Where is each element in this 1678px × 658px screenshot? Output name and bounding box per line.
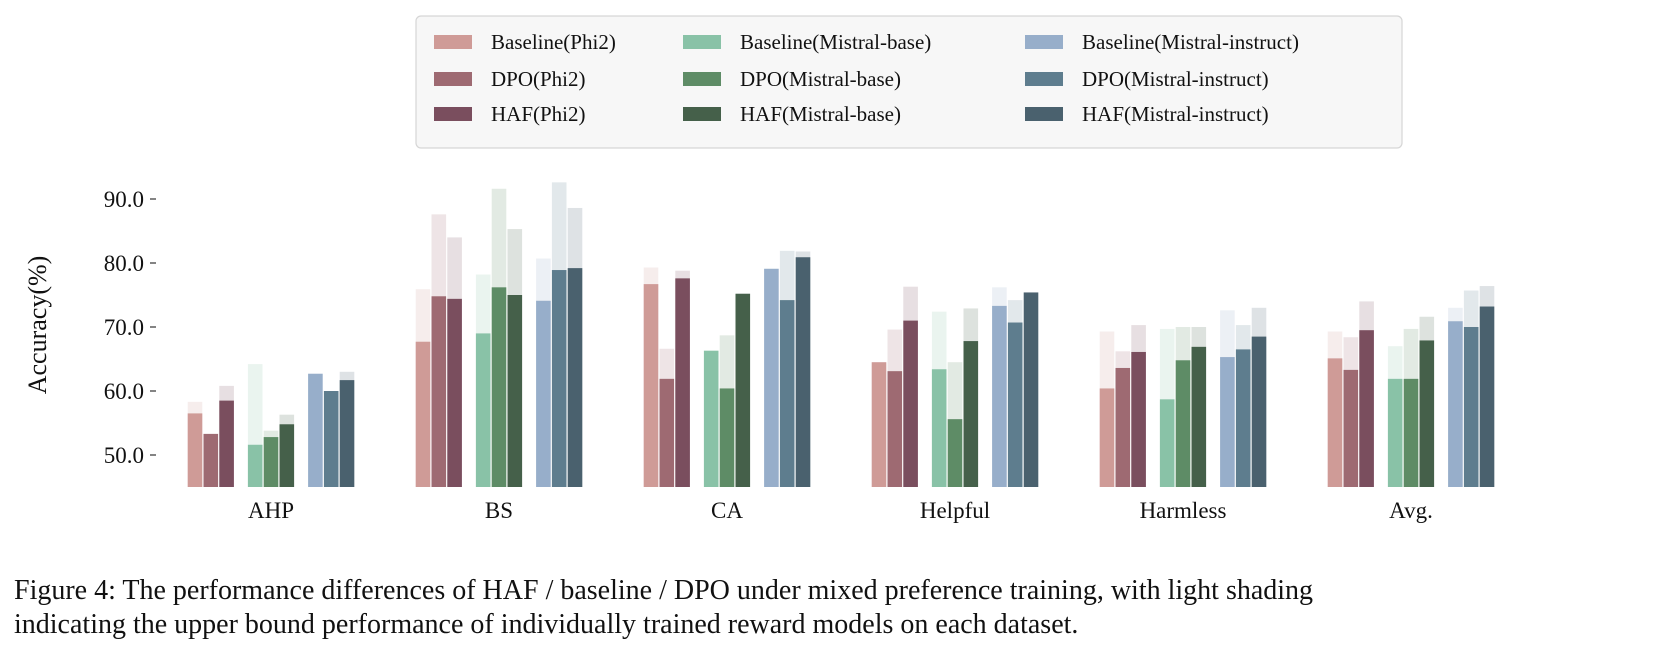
bar: [1479, 306, 1495, 487]
legend-label: Baseline(Mistral-base): [740, 30, 931, 54]
bar: [735, 293, 751, 487]
legend-label: HAF(Mistral-base): [740, 102, 901, 126]
chart-figure: Baseline(Phi2) DPO(Phi2) HAF(Phi2) Baseline…: [23, 15, 1495, 523]
bar: [871, 362, 887, 487]
y-tick-label: 70.0: [104, 315, 144, 340]
legend-label: Baseline(Mistral-instruct): [1082, 30, 1299, 54]
bar: [703, 350, 719, 487]
bar: [1220, 357, 1235, 487]
bar: [992, 305, 1007, 487]
legend-label: Baseline(Phi2): [491, 30, 616, 54]
legend-label: DPO(Phi2): [491, 67, 586, 91]
bar: [551, 270, 567, 487]
y-axis: 50.0 60.0 70.0 80.0 90.0: [104, 187, 156, 468]
x-tick-label: AHP: [248, 498, 294, 523]
bar: [1175, 360, 1191, 487]
x-tick-label: CA: [711, 498, 743, 523]
bar: [491, 287, 507, 487]
bar: [431, 296, 447, 487]
bar: [931, 369, 947, 487]
bar: [1131, 351, 1146, 487]
y-axis-title: Accuracy(%): [23, 256, 52, 395]
legend-swatch: [683, 107, 721, 121]
bar: [263, 437, 279, 487]
bar: [779, 300, 795, 487]
caption-line-1: Figure 4: The performance differences of…: [14, 575, 1314, 606]
legend-box: [415, 15, 1403, 149]
bar: [719, 388, 735, 487]
bar: [1387, 378, 1403, 487]
legend-swatch: [434, 72, 472, 86]
legend-swatch: [683, 72, 721, 86]
bar: [187, 413, 203, 487]
bar: [536, 300, 551, 487]
y-tick-label: 50.0: [104, 443, 144, 468]
bar: [203, 433, 219, 487]
bar: [887, 371, 903, 487]
bar: [247, 444, 263, 487]
legend-label: HAF(Mistral-instruct): [1082, 102, 1269, 126]
bar: [1403, 378, 1419, 487]
figure-caption: Figure 4: The performance differences of…: [14, 574, 1674, 642]
bar: [339, 380, 355, 487]
bar: [1191, 346, 1207, 487]
x-tick-label: Helpful: [920, 498, 990, 523]
legend-label: DPO(Mistral-instruct): [1082, 67, 1269, 91]
bar: [963, 341, 979, 487]
bar: [279, 424, 295, 487]
bar: [795, 257, 811, 487]
legend: Baseline(Phi2) DPO(Phi2) HAF(Phi2) Baseline…: [434, 30, 1299, 126]
legend-swatch: [1025, 35, 1063, 49]
bar: [1359, 330, 1374, 487]
bar: [947, 419, 963, 487]
caption-line-2: indicating the upper bound performance o…: [14, 609, 1079, 640]
bar: [567, 268, 583, 487]
legend-label: HAF(Phi2): [491, 102, 586, 126]
bar: [1115, 367, 1131, 487]
x-axis: AHP BS CA Helpful Harmless Avg.: [248, 498, 1433, 523]
legend-swatch: [683, 35, 721, 49]
y-tick-label: 90.0: [104, 187, 144, 212]
bar: [507, 295, 523, 487]
bar: [1448, 321, 1463, 487]
legend-swatch: [1025, 72, 1063, 86]
legend-swatch: [434, 107, 472, 121]
bar: [323, 391, 339, 487]
bar: [475, 333, 491, 487]
legend-label: DPO(Mistral-base): [740, 67, 901, 91]
x-tick-label: BS: [485, 498, 513, 523]
bar: [1159, 399, 1175, 487]
legend-swatch: [434, 35, 472, 49]
bar: [1023, 292, 1039, 487]
bar: [675, 278, 690, 487]
bar: [903, 320, 918, 487]
y-tick-label: 60.0: [104, 379, 144, 404]
bar: [1343, 369, 1359, 487]
bar: [1099, 388, 1115, 487]
bar: [764, 268, 779, 487]
bar: [308, 373, 323, 487]
bar: [1235, 349, 1251, 487]
bar: [1251, 336, 1267, 487]
x-tick-label: Avg.: [1389, 498, 1433, 523]
upper-bound-shading: [187, 182, 1495, 488]
bar: [1327, 358, 1343, 487]
bar: [415, 341, 431, 487]
y-tick-label: 80.0: [104, 251, 144, 276]
bar: [1007, 322, 1023, 487]
bar: [447, 298, 462, 487]
bar: [1463, 327, 1479, 487]
bars: [187, 257, 1495, 487]
bar: [643, 284, 659, 487]
x-tick-label: Harmless: [1140, 498, 1227, 523]
legend-swatch: [1025, 107, 1063, 121]
bar: [1419, 340, 1435, 487]
bar: [219, 400, 234, 487]
bar: [659, 378, 675, 487]
